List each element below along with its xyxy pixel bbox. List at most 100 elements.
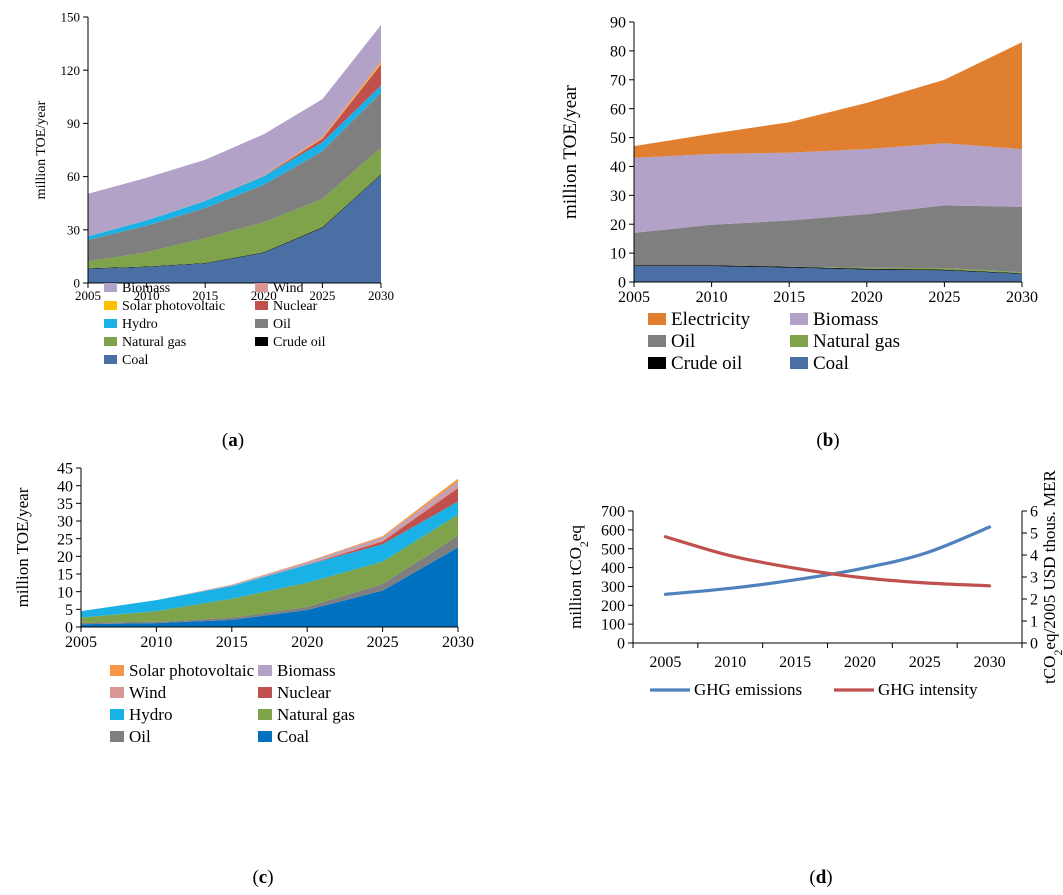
area-natural-gas	[88, 147, 381, 269]
x-tick-label: 2030	[974, 654, 1006, 671]
x-tick-label: 2025	[909, 654, 941, 671]
y-tick-label: 30	[610, 188, 626, 205]
x-tick-label: 2025	[928, 289, 960, 306]
y-tick-label: 0	[74, 276, 81, 291]
legend-label: Natural gas	[122, 335, 186, 350]
legend-label: Solar photovoltaic	[129, 661, 255, 680]
y-tick-label: 90	[67, 116, 80, 131]
y-tick-label: 15	[57, 567, 73, 584]
y-tick-label: 35	[57, 496, 73, 513]
y-tick-label: 20	[610, 217, 626, 234]
y-tick-label-right: 0	[1030, 636, 1038, 653]
y-tick-label-left: 200	[601, 598, 625, 615]
panel-label: (c)	[252, 867, 273, 888]
x-tick-label: 2005	[65, 634, 97, 651]
y-tick-label: 120	[61, 63, 81, 78]
legend-label: GHG emissions	[694, 680, 802, 699]
y-tick-label-right: 6	[1030, 504, 1038, 521]
legend-swatch	[258, 709, 272, 720]
legend-label: Hydro	[129, 705, 172, 724]
legend-label: Nuclear	[273, 299, 318, 314]
legend-label: Oil	[671, 331, 695, 352]
area-coal	[81, 547, 458, 627]
legend-swatch	[790, 357, 808, 369]
y-tick-label: 0	[65, 620, 73, 637]
x-tick-label: 2010	[134, 288, 160, 303]
legend-label: Crude oil	[273, 335, 326, 350]
y-tick-label: 150	[61, 10, 81, 25]
y-tick-label: 40	[57, 478, 73, 495]
legend: Electricity Biomass Oil Natural gas Crude oi…	[648, 309, 900, 374]
y-axis-label: million TOE/year	[13, 487, 32, 607]
legend-label: Hydro	[122, 317, 158, 332]
legend-swatch	[258, 665, 272, 676]
x-tick-label: 2005	[649, 654, 681, 671]
legend-label: Solar photovoltaic	[122, 299, 225, 314]
area-biomass	[88, 25, 381, 237]
y-tick-label: 70	[610, 72, 626, 89]
y-tick-label: 10	[610, 246, 626, 263]
y-tick-label-right: 4	[1030, 548, 1038, 565]
y-tick-label-right: 3	[1030, 570, 1038, 587]
legend-swatch	[104, 319, 117, 328]
x-tick-label: 2010	[714, 654, 746, 671]
legend-swatch	[255, 283, 268, 292]
y-tick-label-left: 300	[601, 579, 625, 596]
area-biomass	[634, 143, 1022, 233]
legend-swatch	[110, 665, 124, 676]
x-tick-label: 2015	[779, 654, 811, 671]
panel-letter: b	[823, 430, 834, 451]
legend-swatch	[110, 687, 124, 698]
panel-label: (b)	[816, 430, 839, 451]
legend-label: GHG intensity	[878, 680, 978, 699]
x-tick-label: 2005	[618, 289, 650, 306]
legend-label: Biomass	[277, 661, 336, 680]
legend-swatch	[110, 731, 124, 742]
x-tick-label: 2030	[368, 288, 394, 303]
legend-swatch	[258, 731, 272, 742]
y-tick-label: 45	[57, 461, 73, 478]
x-tick-label: 2030	[1006, 289, 1038, 306]
y-tick-label: 60	[67, 169, 80, 184]
panel-letter: d	[816, 867, 827, 888]
legend: GHG emissions GHG intensity	[650, 680, 978, 699]
y-tick-label-left: 700	[601, 504, 625, 521]
y-axis-label-left: million tCO2eq	[566, 525, 591, 629]
y-tick-label: 30	[57, 514, 73, 531]
panel-label: (a)	[222, 430, 244, 451]
y-axis-label-right: tCO2eq/2005 USD thous. MER	[1040, 469, 1063, 683]
y-axis-label: million TOE/year	[560, 84, 581, 219]
legend-swatch	[110, 709, 124, 720]
y-tick-label-right: 5	[1030, 526, 1038, 543]
area-coal	[88, 174, 381, 283]
legend-swatch	[790, 313, 808, 325]
x-tick-label: 2025	[309, 288, 335, 303]
y-axis-label: million TOE/year	[34, 100, 49, 199]
y-tick-label: 5	[65, 602, 73, 619]
y-tick-label: 20	[57, 549, 73, 566]
legend-label: Oil	[273, 317, 291, 332]
area-oil	[634, 205, 1022, 273]
y-tick-label-left: 100	[601, 617, 625, 634]
line-ghg-intensity	[663, 535, 992, 588]
y-tick-label: 25	[57, 531, 73, 548]
x-tick-label: 2015	[773, 289, 805, 306]
y-tick-label-left: 400	[601, 560, 625, 577]
area-natural-gas	[634, 265, 1022, 274]
panel-letter: a	[228, 430, 238, 451]
legend-swatch	[255, 319, 268, 328]
legend-label: Biomass	[813, 309, 878, 330]
area-natural-gas	[81, 514, 458, 623]
legend-swatch	[255, 301, 268, 310]
legend-swatch	[104, 283, 117, 292]
legend-swatch	[255, 337, 268, 346]
x-tick-label: 2020	[851, 289, 883, 306]
y-tick-label-left: 600	[601, 522, 625, 539]
x-tick-label: 2010	[140, 634, 172, 651]
x-tick-label: 2005	[75, 288, 101, 303]
legend-label: Coal	[813, 353, 849, 374]
area-crude-oil	[634, 265, 1022, 274]
